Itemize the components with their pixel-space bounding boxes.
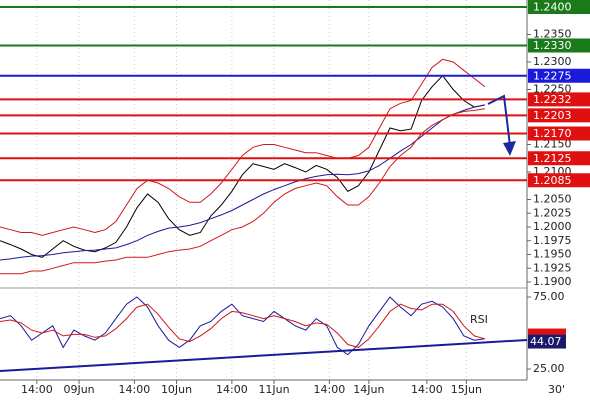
level-label: 1.2275 (533, 69, 572, 82)
y-tick-label: 1.1900 (533, 275, 572, 288)
y-tick-label: 1.2250 (533, 83, 572, 96)
rsi-label: RSI (470, 313, 488, 326)
y-tick-label: 1.2025 (533, 206, 572, 219)
x-tick-label: 15Jun (451, 383, 482, 396)
forecast-arrow (487, 94, 511, 147)
arrow-head (503, 141, 516, 156)
rsi-tick-label: 25.00 (533, 362, 565, 375)
rsi-box-bg (528, 334, 566, 349)
timeframe: 30' (548, 383, 565, 396)
rsi-current: 44.07 (530, 335, 562, 348)
level-box: 1.2203 (528, 108, 590, 123)
level-label: 1.2400 (533, 1, 572, 14)
x-tick-label: 14Jun (353, 383, 384, 396)
series-line (0, 104, 485, 261)
level-label: 1.2330 (533, 39, 572, 52)
y-tick-label: 1.1925 (533, 261, 572, 274)
level-box-bg (528, 68, 590, 83)
y-tick-label: 1.1975 (533, 234, 572, 247)
level-box-bg (528, 173, 590, 188)
series-line (0, 108, 485, 275)
level-box: 1.2125 (528, 151, 590, 166)
x-tick-label: 14:00 (216, 383, 248, 396)
x-tick-label: 14:00 (21, 383, 53, 396)
level-label: 1.2085 (533, 174, 572, 187)
level-box: 1.2170 (528, 126, 590, 141)
rsi-box-top (528, 328, 566, 335)
x-tick-label: 11Jun (258, 383, 289, 396)
level-box: 1.2275 (528, 68, 590, 83)
series-line (0, 74, 485, 258)
level-label: 1.2125 (533, 152, 572, 165)
series-line (0, 303, 485, 348)
y-tick-label: 1.2000 (533, 220, 572, 233)
x-tick-label: 09Jun (63, 383, 94, 396)
y-tick-label: 1.2350 (533, 28, 572, 41)
level-label: 1.2232 (533, 93, 572, 106)
y-tick-label: 1.2050 (533, 193, 572, 206)
y-tick-label: 1.2150 (533, 138, 572, 151)
level-box-bg (528, 92, 590, 107)
level-box-bg (528, 126, 590, 141)
series-line (0, 58, 486, 236)
level-label: 1.2203 (533, 109, 572, 122)
x-tick-label: 10Jun (161, 383, 192, 396)
level-box-bg (528, 38, 590, 53)
level-box-bg (528, 151, 590, 166)
x-tick-label: 14:00 (314, 383, 346, 396)
level-box-bg (528, 0, 590, 14)
level-box-bg (528, 108, 590, 123)
level-box: 1.2330 (528, 38, 590, 53)
level-box: 1.2400 (528, 0, 590, 14)
level-box: 1.2085 (528, 173, 590, 188)
x-tick-label: 14:00 (119, 383, 151, 396)
level-label: 1.2170 (533, 127, 572, 140)
x-tick-label: 14:00 (411, 383, 443, 396)
rsi-box: 44.07 (528, 328, 566, 349)
rsi-tick-label: 75.00 (533, 290, 565, 303)
y-tick-label: 1.1950 (533, 248, 572, 261)
level-box: 1.2232 (528, 92, 590, 107)
y-tick-label: 1.2300 (533, 55, 572, 68)
rsi-trendline (0, 339, 528, 372)
